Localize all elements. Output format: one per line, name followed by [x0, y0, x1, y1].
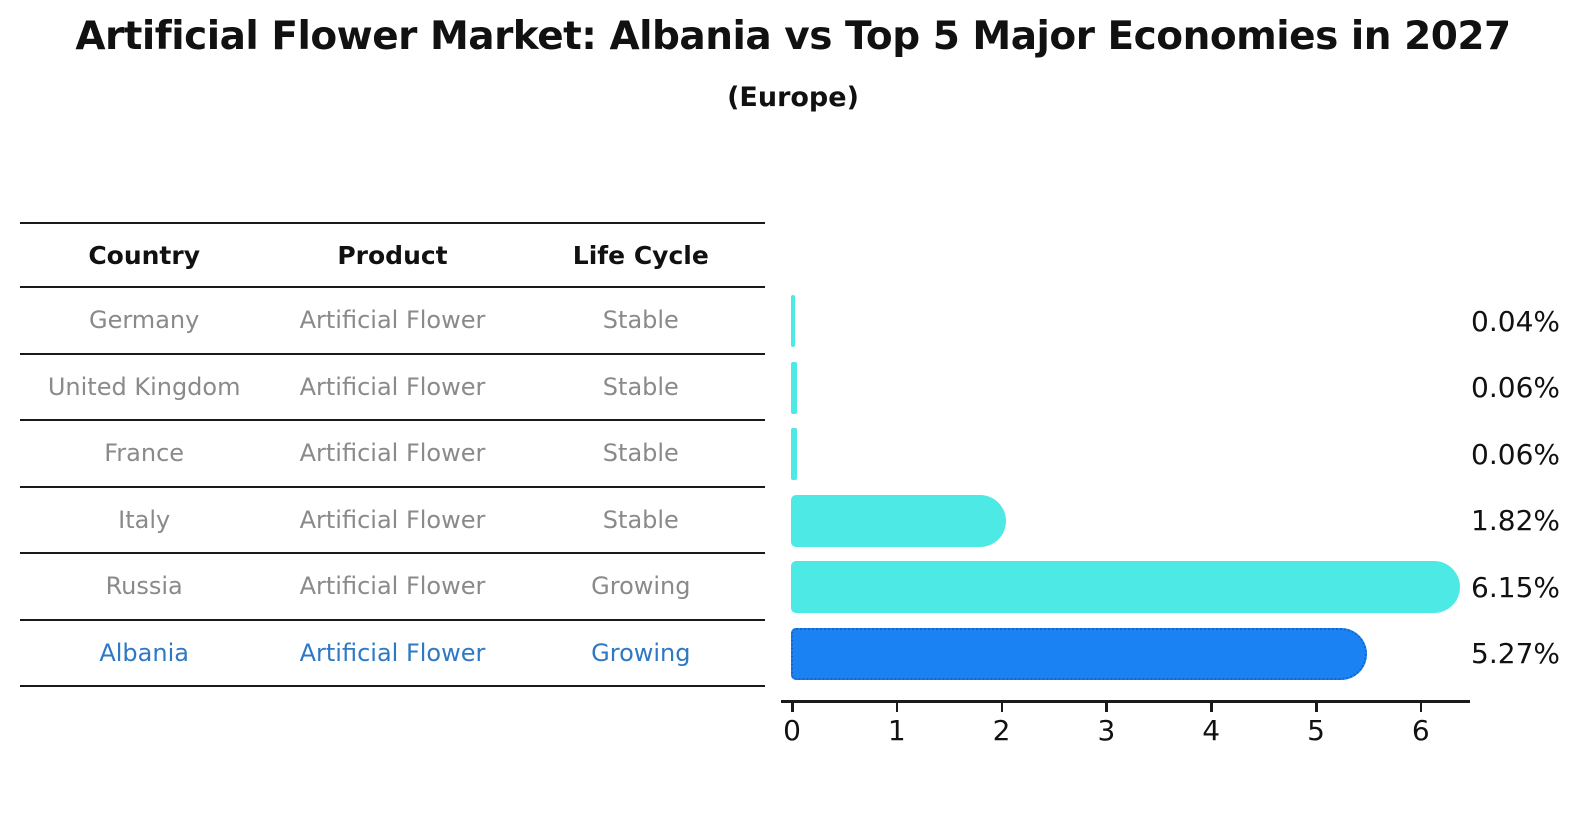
table-cell-product: Artificial Flower [299, 372, 486, 401]
x-axis-tick-label: 4 [1202, 714, 1221, 747]
x-axis-line [781, 700, 1470, 703]
chart-title: Artificial Flower Market: Albania vs Top… [75, 14, 1511, 59]
table-cell-lifecycle: Stable [602, 306, 679, 335]
bar-chart [791, 288, 1491, 688]
table-cell-country: United Kingdom [47, 372, 241, 401]
table-cell-product: Artificial Flower [299, 572, 486, 601]
x-axis-tick-label: 1 [887, 714, 906, 747]
table-header-row: Country Product Life Cycle [20, 222, 765, 288]
bar-united-kingdom [791, 361, 798, 414]
bar-italy [791, 494, 1006, 547]
table-row-russia: Russia Artificial Flower Growing [20, 554, 765, 621]
table-header-country: Country [88, 240, 201, 270]
bar-france [791, 428, 798, 480]
x-axis-tick-label: 5 [1307, 714, 1325, 747]
x-axis-tick-label: 3 [1097, 714, 1116, 747]
table-row-albania: Albania Artificial Flower Growing [20, 621, 765, 687]
bar-value-label-albania: 5.27% [1471, 637, 1560, 671]
table-cell-country: Italy [118, 505, 171, 534]
x-axis: 0 1 2 3 4 5 6 [781, 700, 1481, 770]
x-axis-tick-label: 2 [992, 714, 1011, 747]
table-row-italy: Italy Artificial Flower Stable [20, 488, 765, 554]
table-cell-country: France [104, 439, 185, 468]
table-cell-country: Germany [89, 306, 200, 335]
table-row-france: France Artificial Flower Stable [20, 421, 765, 488]
x-axis-tick-mark [791, 703, 794, 712]
table-row-united-kingdom: United Kingdom Artificial Flower Stable [20, 355, 765, 421]
bar-value-label-russia: 6.15% [1471, 570, 1560, 604]
x-axis-tick-mark [1000, 703, 1004, 712]
table-cell-lifecycle: Stable [602, 505, 679, 534]
table-cell-product: Artificial Flower [299, 505, 486, 534]
table-cell-product: Artificial Flower [299, 306, 486, 335]
x-axis-tick-mark [1105, 703, 1108, 712]
bar-value-label-united-kingdom: 0.06% [1471, 371, 1560, 405]
table-cell-country: Russia [105, 572, 183, 601]
table-cell-lifecycle: Stable [602, 439, 679, 468]
x-axis-tick-label: 0 [783, 714, 801, 747]
table-header-product: Product [337, 240, 448, 270]
country-table: Country Product Life Cycle Germany Artif… [20, 222, 765, 687]
bar-value-label-germany: 0.04% [1471, 304, 1560, 338]
x-axis-tick-mark [1210, 703, 1213, 712]
bar-value-label-italy: 1.82% [1471, 504, 1560, 538]
bar-russia [791, 561, 1460, 613]
chart-subtitle: (Europe) [727, 82, 859, 113]
table-cell-lifecycle: Growing [591, 572, 691, 601]
table-cell-product: Artificial Flower [299, 439, 486, 468]
bar-albania [791, 627, 1368, 680]
table-cell-country: Albania [99, 638, 189, 667]
x-axis-tick-mark [1419, 703, 1423, 712]
x-axis-tick-mark [895, 703, 899, 712]
bar-value-label-france: 0.06% [1471, 437, 1560, 471]
x-axis-tick-mark [1315, 703, 1318, 712]
table-cell-lifecycle: Growing [591, 638, 691, 667]
x-axis-tick-label: 6 [1411, 714, 1430, 747]
table-cell-product: Artificial Flower [299, 638, 486, 667]
table-cell-lifecycle: Stable [602, 372, 679, 401]
table-row-germany: Germany Artificial Flower Stable [20, 288, 765, 355]
bar-germany [791, 295, 796, 347]
table-header-lifecycle: Life Cycle [572, 240, 709, 270]
